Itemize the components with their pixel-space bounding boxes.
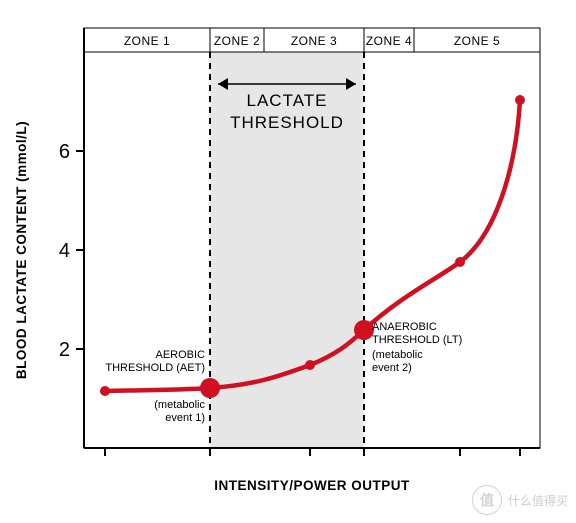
data-point bbox=[455, 257, 465, 267]
lactate-threshold-chart: ZONE 1 ZONE 2 ZONE 3 ZONE 4 ZONE 5 LACTATE THR… bbox=[0, 0, 576, 523]
zone-label: ZONE 5 bbox=[454, 34, 500, 48]
y-tick-label: 4 bbox=[59, 240, 70, 262]
data-point bbox=[515, 95, 525, 105]
annotation: (metabolic bbox=[372, 349, 423, 361]
lactate-threshold-label: THRESHOLD bbox=[230, 113, 344, 132]
y-axis-title: BLOOD LACTATE CONTENT (mmol/L) bbox=[14, 121, 29, 379]
zone-label: ZONE 1 bbox=[124, 34, 170, 48]
annotation: THRESHOLD (LT) bbox=[372, 334, 462, 346]
data-point bbox=[305, 360, 315, 370]
threshold-marker bbox=[200, 378, 220, 398]
x-axis-title: INTENSITY/POWER OUTPUT bbox=[214, 478, 410, 493]
y-tick-label: 6 bbox=[59, 141, 70, 163]
zone-label: ZONE 2 bbox=[214, 34, 260, 48]
lactate-threshold-band bbox=[210, 52, 364, 448]
y-tick-label: 2 bbox=[59, 339, 70, 361]
data-point bbox=[100, 386, 110, 396]
zone-label: ZONE 3 bbox=[291, 34, 337, 48]
watermark-text: 什么值得买 bbox=[508, 492, 568, 509]
annotation: event 1) bbox=[165, 412, 205, 424]
threshold-marker bbox=[354, 320, 374, 340]
watermark-icon: 值 bbox=[472, 485, 502, 515]
chart-container: ZONE 1 ZONE 2 ZONE 3 ZONE 4 ZONE 5 LACTATE THR… bbox=[0, 0, 576, 523]
watermark: 值 什么值得买 bbox=[472, 485, 568, 515]
annotation: THRESHOLD (AET) bbox=[105, 362, 205, 374]
annotation: event 2) bbox=[372, 362, 412, 374]
annotation: AEROBIC bbox=[155, 349, 205, 361]
annotation: ANAEROBIC bbox=[372, 321, 437, 333]
zone-label: ZONE 4 bbox=[366, 34, 412, 48]
lactate-threshold-label: LACTATE bbox=[247, 91, 328, 110]
annotation: (metabolic bbox=[154, 399, 205, 411]
